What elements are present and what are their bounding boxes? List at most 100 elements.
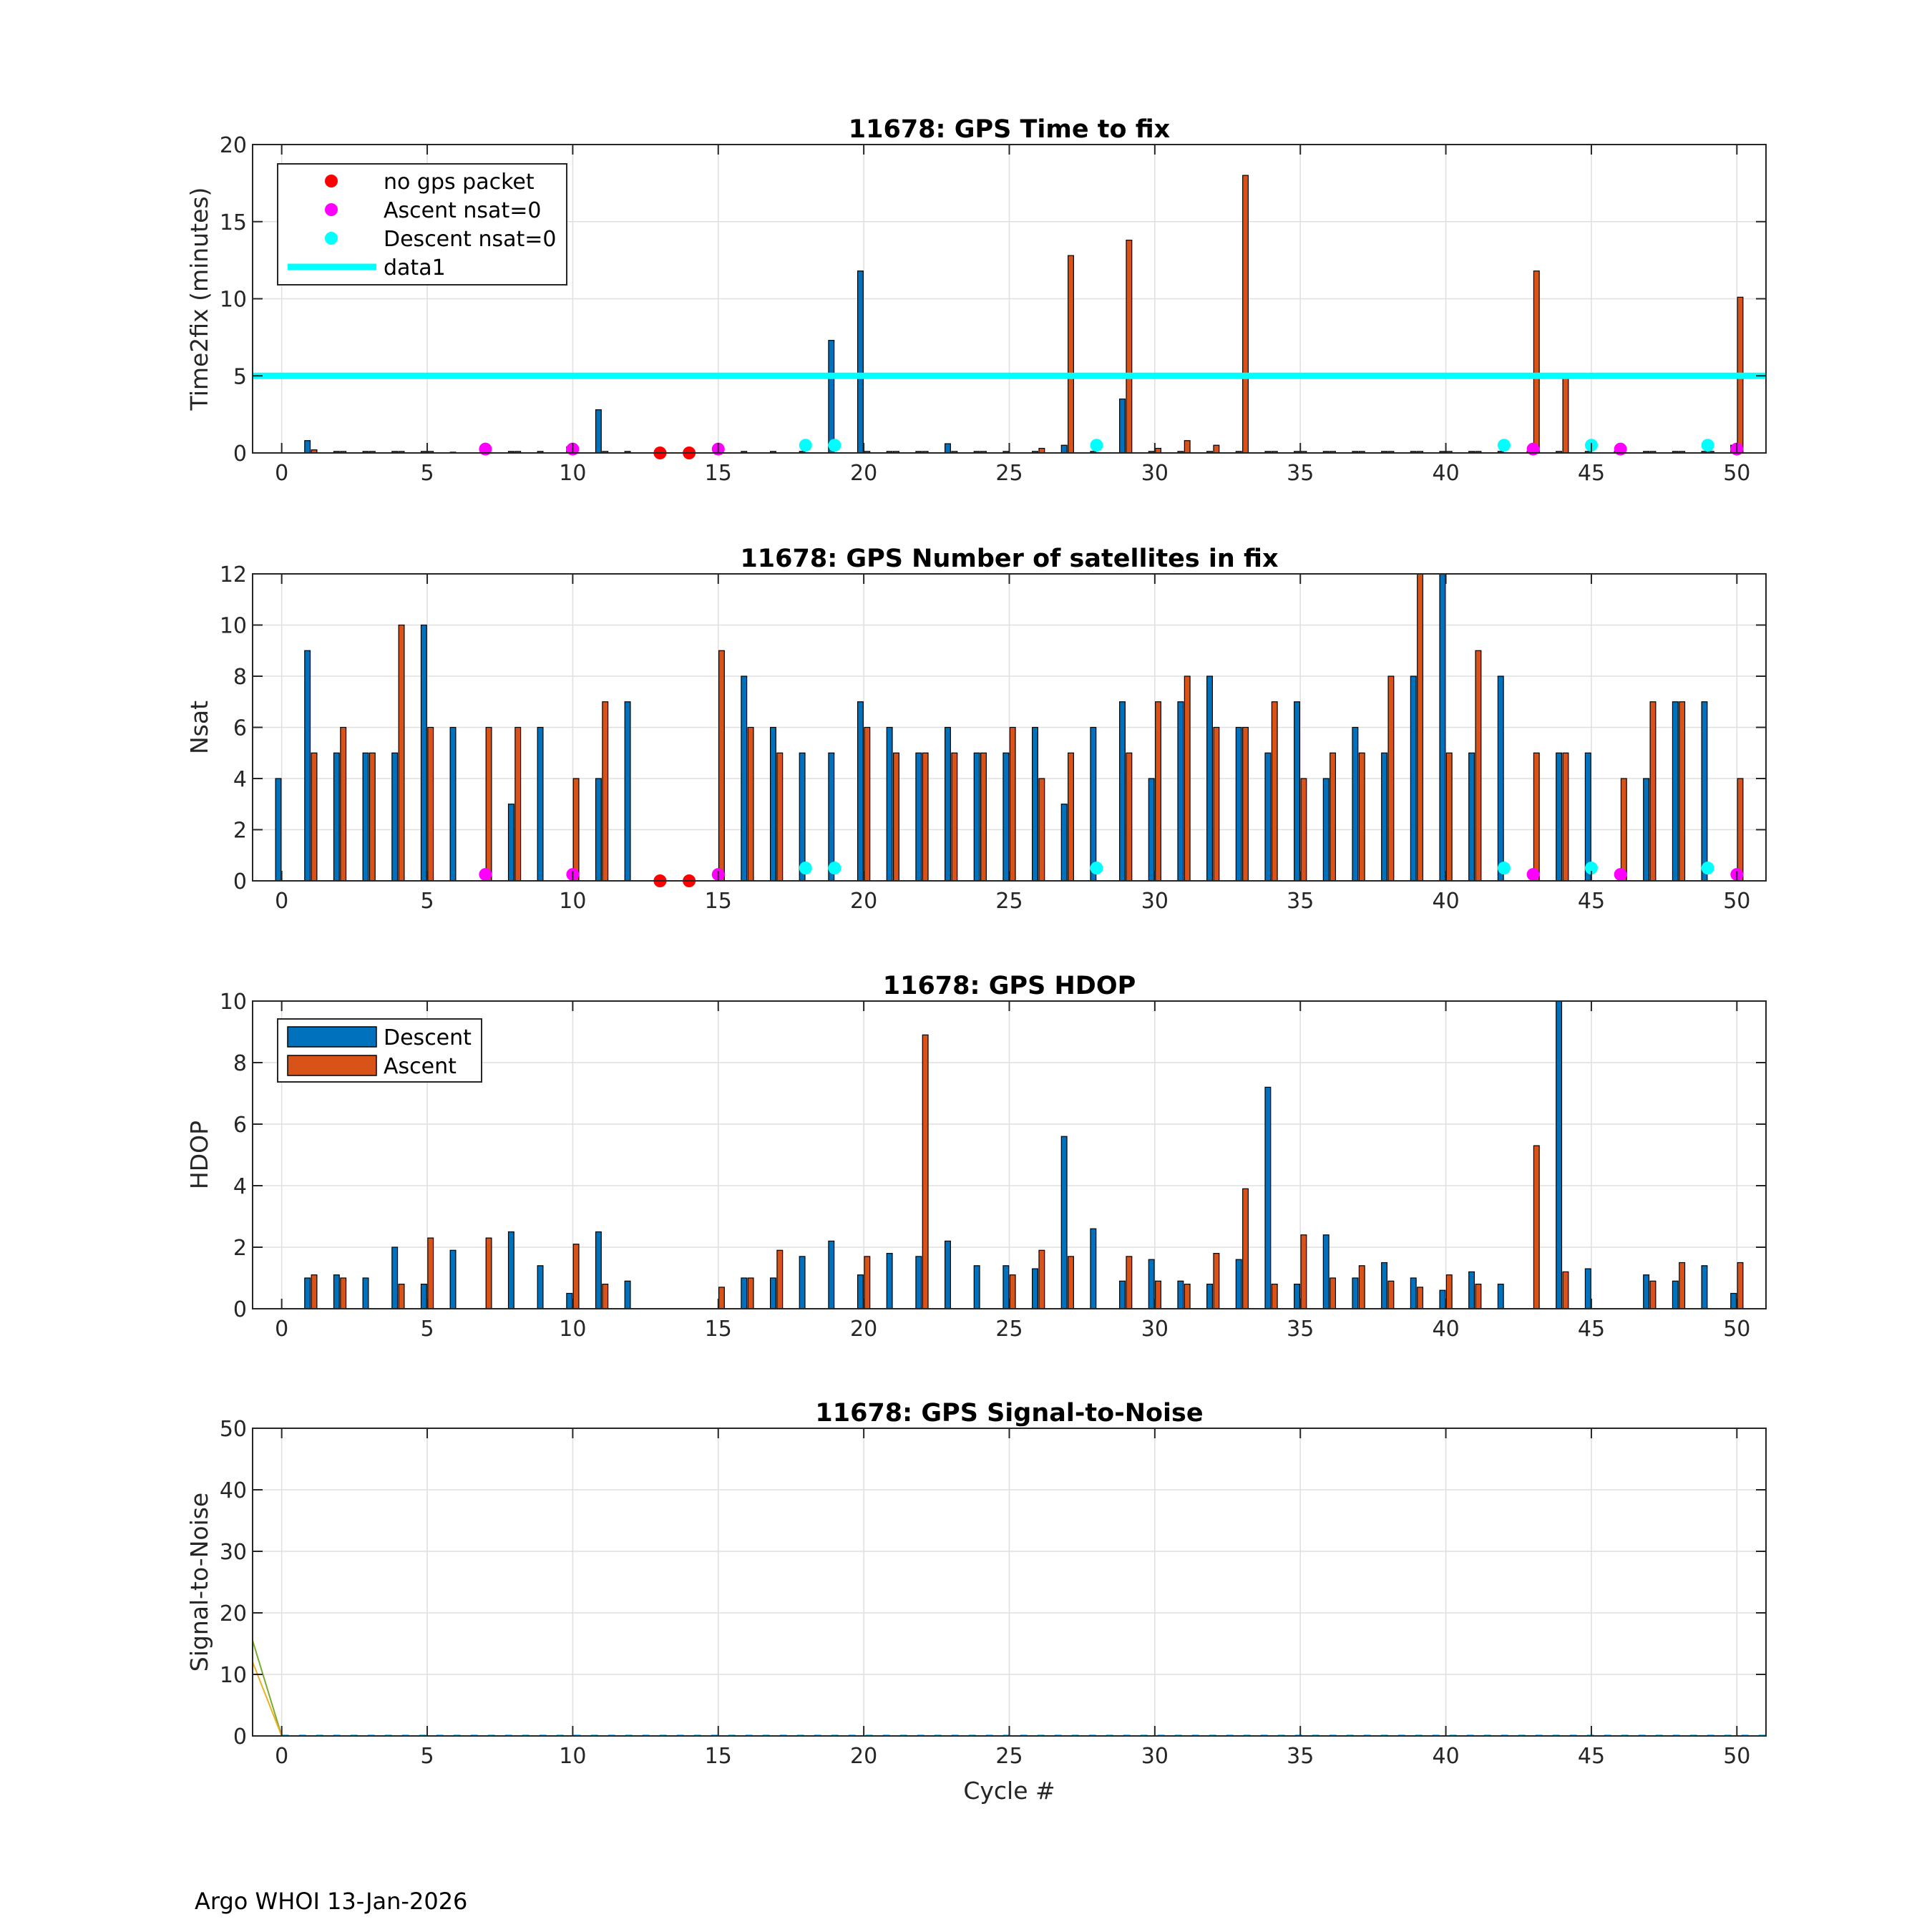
legend-marker	[325, 203, 338, 216]
bar-ascent-33	[1242, 1188, 1249, 1309]
y-tick-label: 10	[220, 1663, 247, 1688]
x-tick-label: 10	[559, 889, 586, 914]
y-tick-label: 15	[220, 210, 247, 235]
y-tick-label: 10	[220, 614, 247, 639]
x-tick-label: 45	[1578, 1744, 1605, 1769]
bar-ascent-4	[398, 624, 405, 882]
bar-descent-49	[1701, 1265, 1708, 1309]
bar-descent-27	[1060, 804, 1068, 882]
bar-ascent-44	[1562, 752, 1569, 882]
bar-ascent-31	[1184, 440, 1191, 454]
x-tick-label: 0	[275, 1744, 288, 1769]
y-tick-label: 20	[220, 133, 247, 158]
bar-descent-44	[1556, 752, 1563, 882]
x-tick-label: 5	[420, 889, 434, 914]
bar-descent-8	[507, 1231, 514, 1309]
bar-ascent-1	[311, 1274, 318, 1309]
legend-marker	[325, 232, 338, 245]
bar-descent-38	[1381, 752, 1388, 882]
marker-descent-nsat-0	[1090, 439, 1103, 452]
bar-ascent-44	[1562, 376, 1569, 454]
bar-ascent-34	[1271, 701, 1278, 882]
chart-title: 11678: GPS Time to fix	[849, 115, 1171, 144]
bar-descent-39	[1410, 1277, 1417, 1309]
bar-ascent-17	[776, 752, 784, 882]
x-tick-label: 40	[1433, 461, 1460, 486]
bar-descent-12	[624, 701, 631, 882]
bar-descent-48	[1672, 1280, 1679, 1309]
bar-descent-24	[973, 752, 980, 882]
x-tick-label: 45	[1578, 1317, 1605, 1342]
bar-ascent-48	[1679, 701, 1686, 882]
bar-ascent-26	[1038, 1249, 1045, 1309]
marker-descent-nsat-0	[1584, 862, 1598, 875]
bar-ascent-32	[1213, 726, 1220, 882]
panel-time2fix: 0 5 10 15 20 25 30 35 40 45 50 0 5 10 15 20 11678: GPS T…	[185, 115, 1767, 486]
bar-descent-49	[1701, 701, 1708, 882]
bar-ascent-25	[1009, 1274, 1016, 1309]
x-tick-label: 5	[420, 461, 434, 486]
bar-descent-38	[1381, 1262, 1388, 1309]
bar-descent-29	[1119, 1280, 1126, 1309]
marker-ascent-nsat-0	[479, 868, 492, 882]
bar-descent-30	[1148, 778, 1155, 882]
bar-descent-19	[828, 1240, 835, 1309]
legend-swatch	[287, 1026, 377, 1048]
y-tick-label: 10	[220, 990, 247, 1015]
x-tick-label: 25	[995, 889, 1023, 914]
bar-descent-11	[595, 409, 602, 454]
marker-descent-nsat-0	[799, 862, 812, 875]
x-tick-label: 10	[559, 461, 586, 486]
bar-descent-5	[420, 1283, 427, 1309]
bar-ascent-22	[922, 1034, 929, 1309]
x-tick-label: 30	[1141, 461, 1169, 486]
bar-descent-18	[799, 752, 806, 882]
bar-descent-35	[1294, 1283, 1301, 1309]
bar-descent-31	[1177, 1280, 1184, 1309]
bar-ascent-39	[1417, 1287, 1424, 1309]
bar-descent-11	[595, 778, 602, 882]
bar-ascent-44	[1562, 1271, 1569, 1309]
bar-descent-23	[945, 1240, 951, 1309]
x-tick-label: 30	[1141, 1744, 1169, 1769]
bar-descent-9	[537, 1265, 544, 1309]
panel-nsat: 0 5 10 15 20 25 30 35 40 45 50 0 2 4 6 8 10 12 11678: GPS …	[185, 545, 1767, 914]
x-tick-label: 45	[1578, 889, 1605, 914]
bar-ascent-2	[340, 726, 347, 882]
y-tick-label: 0	[233, 1297, 247, 1322]
legend-marker	[325, 175, 338, 187]
bar-ascent-38	[1387, 1280, 1395, 1309]
footer-text: Argo WHOI 13-Jan-2026	[195, 1888, 468, 1915]
bar-descent-23	[945, 443, 951, 454]
bar-descent-16	[741, 675, 748, 882]
marker-ascent-nsat-0	[1614, 868, 1627, 882]
y-tick-label: 5	[233, 364, 247, 389]
bar-descent-42	[1497, 1283, 1504, 1309]
bar-ascent-31	[1184, 675, 1191, 882]
bar-descent-37	[1352, 726, 1359, 882]
bar-ascent-7	[485, 726, 492, 882]
y-tick-label: 0	[233, 1724, 247, 1750]
bar-ascent-35	[1300, 1234, 1307, 1309]
bar-descent-45	[1584, 752, 1591, 882]
bar-ascent-37	[1358, 1265, 1365, 1309]
bar-descent-6	[449, 726, 457, 882]
y-tick-label: 30	[220, 1540, 247, 1565]
x-tick-label: 10	[559, 1317, 586, 1342]
y-tick-label: 8	[233, 1051, 247, 1076]
bar-descent-1	[304, 440, 311, 454]
bar-descent-2	[333, 752, 340, 882]
bar-descent-23	[945, 726, 951, 882]
bar-descent-28	[1090, 726, 1097, 882]
bar-descent-25	[1002, 1265, 1010, 1309]
x-tick-label: 35	[1287, 461, 1314, 486]
legend-label: no gps packet	[384, 170, 535, 195]
bar-ascent-10	[572, 1244, 580, 1309]
bar-descent-41	[1468, 1271, 1475, 1309]
x-tick-label: 10	[559, 1744, 586, 1769]
x-axis-label: Cycle #	[963, 1777, 1055, 1805]
x-tick-label: 40	[1433, 1317, 1460, 1342]
bar-ascent-15	[718, 1287, 725, 1309]
y-tick-label: 6	[233, 1113, 247, 1138]
